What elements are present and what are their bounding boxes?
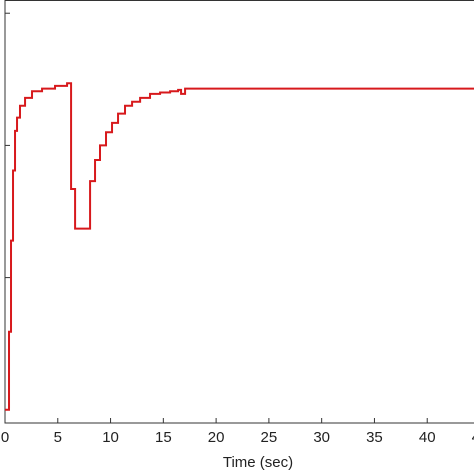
x-tick-label: 15 <box>155 429 172 446</box>
x-tick-label: 20 <box>208 429 225 446</box>
data-line <box>5 82 474 411</box>
x-tick-label: 25 <box>261 429 278 446</box>
x-axis-label: Time (sec) <box>223 454 293 471</box>
plot-frame <box>4 0 474 424</box>
x-tick-label: 35 <box>366 429 383 446</box>
x-tick-label: 30 <box>313 429 330 446</box>
x-tick-label: 10 <box>102 429 119 446</box>
x-tick-label: 0 <box>1 429 9 446</box>
x-tick-label: 5 <box>54 429 62 446</box>
x-tick-label: 40 <box>419 429 436 446</box>
x-tick-label: 45 <box>472 429 474 446</box>
